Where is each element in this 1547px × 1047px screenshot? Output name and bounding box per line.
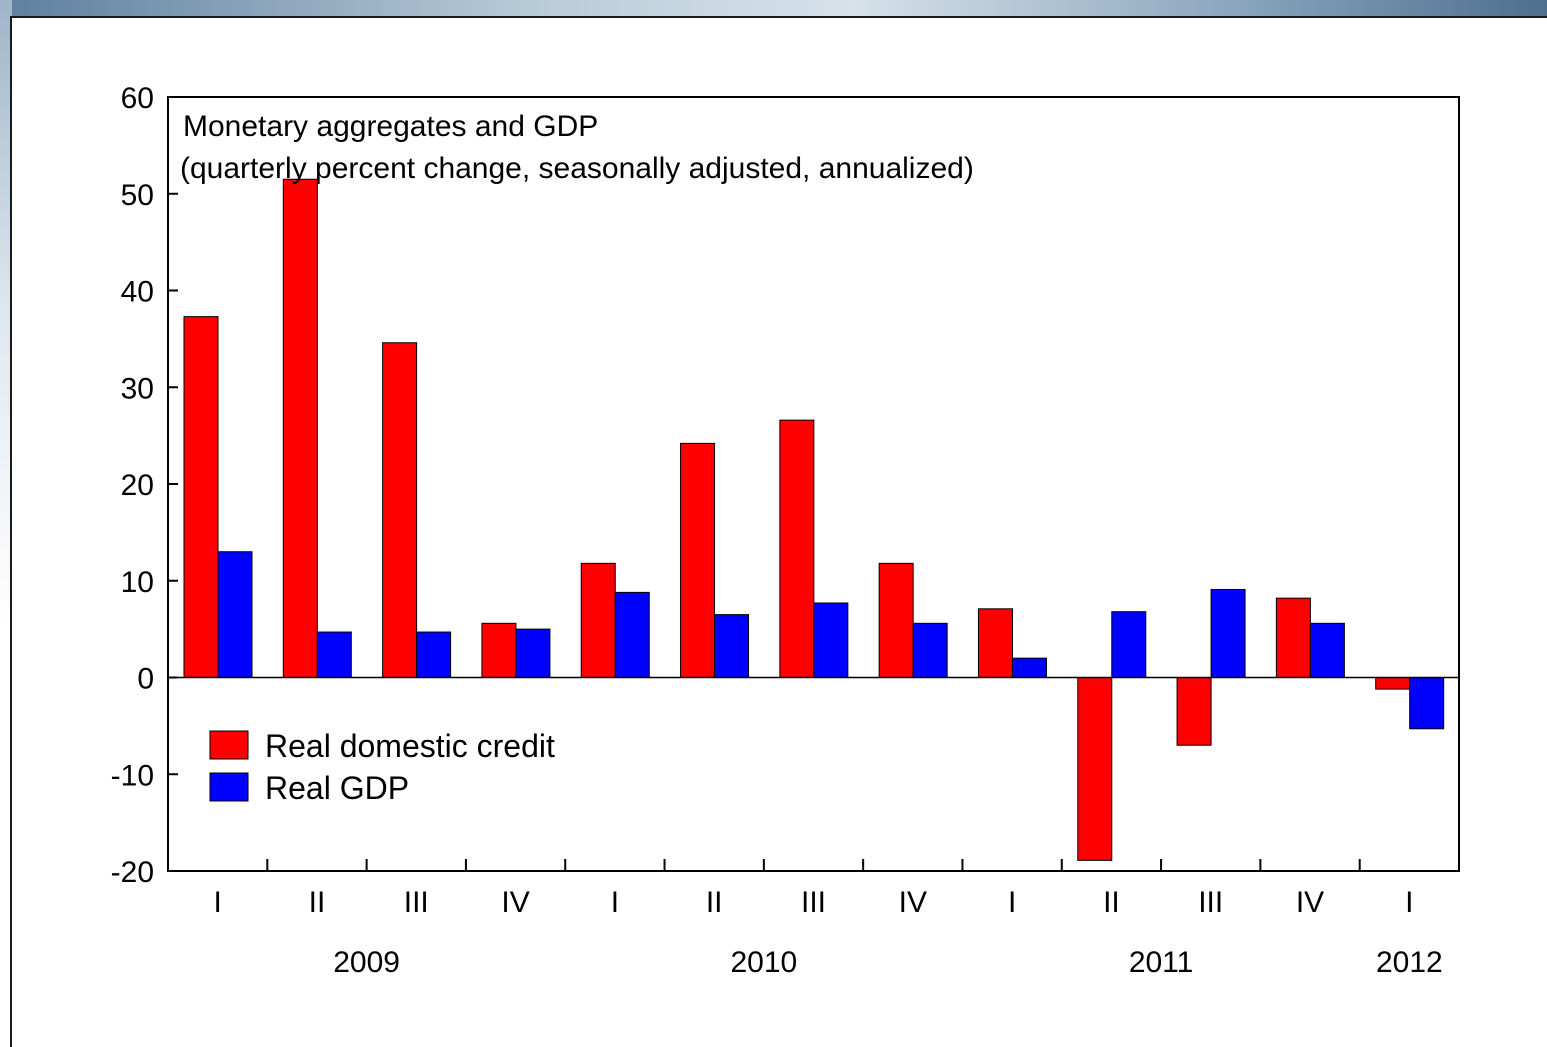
y-tick-label: 20 xyxy=(121,469,154,502)
bar-real-domestic-credit xyxy=(680,442,716,678)
y-tick-label: 30 xyxy=(121,372,154,405)
bar-real-gdp xyxy=(217,551,253,678)
x-tick-label: I xyxy=(213,886,221,919)
y-tick-label: 0 xyxy=(137,663,154,696)
x-tick-label: III xyxy=(801,886,826,919)
x-tick-label: I xyxy=(611,886,619,919)
bar-real-domestic-credit xyxy=(183,316,219,678)
bar-real-gdp xyxy=(1210,588,1246,679)
bar-real-domestic-credit xyxy=(481,622,517,679)
bar-real-gdp xyxy=(1111,611,1147,679)
window-frame-border xyxy=(10,16,1547,1047)
x-tick-label: II xyxy=(309,886,326,919)
x-tick-label: III xyxy=(404,886,429,919)
bar-real-domestic-credit xyxy=(580,562,616,679)
y-tick-label: 60 xyxy=(121,82,154,115)
bar-real-domestic-credit xyxy=(1077,677,1113,861)
bar-real-domestic-credit xyxy=(977,608,1013,678)
bar-real-gdp xyxy=(614,591,650,678)
legend-swatch xyxy=(209,730,249,760)
legend-label: Real GDP xyxy=(265,770,409,806)
x-tick-label: I xyxy=(1008,886,1016,919)
bar-real-gdp xyxy=(912,622,948,679)
legend-label: Real domestic credit xyxy=(265,728,555,764)
bar-real-gdp xyxy=(813,602,849,678)
y-tick-label: -20 xyxy=(111,856,154,889)
bar-real-domestic-credit xyxy=(1176,677,1212,746)
bar-real-gdp xyxy=(714,614,750,678)
bar-real-gdp xyxy=(1309,622,1345,679)
bar-real-gdp xyxy=(416,631,452,679)
year-label: 2011 xyxy=(1129,946,1194,979)
y-tick-label: 40 xyxy=(121,276,154,309)
legend: Real domestic credit Real GDP xyxy=(209,728,555,806)
bar-real-gdp xyxy=(316,631,352,679)
x-tick-label: II xyxy=(706,886,723,919)
bar-real-gdp xyxy=(1011,657,1047,679)
x-tick-label: IV xyxy=(1296,886,1324,919)
chart-title: Monetary aggregates and GDP xyxy=(183,110,598,143)
chart-subtitle: (quarterly percent change, seasonally ad… xyxy=(180,152,974,185)
x-tick-label: II xyxy=(1103,886,1120,919)
bar-real-domestic-credit xyxy=(382,342,418,678)
window-frame-top xyxy=(0,0,1547,18)
x-tick-label: I xyxy=(1405,886,1413,919)
y-tick-label: -10 xyxy=(111,759,154,792)
year-label: 2009 xyxy=(333,946,400,979)
bar-real-gdp xyxy=(1409,677,1445,730)
window-frame-left xyxy=(0,0,12,1047)
x-tick-label: III xyxy=(1198,886,1223,919)
legend-swatch xyxy=(209,772,249,802)
bar-real-domestic-credit xyxy=(878,562,914,679)
bar-real-domestic-credit xyxy=(1375,677,1411,690)
year-label: 2012 xyxy=(1376,946,1443,979)
y-tick-label: 50 xyxy=(121,179,154,212)
bar-real-domestic-credit xyxy=(282,178,318,679)
x-tick-label: IV xyxy=(899,886,927,919)
y-tick-label: 10 xyxy=(121,566,154,599)
bar-real-domestic-credit xyxy=(779,419,815,678)
bar-real-domestic-credit xyxy=(1275,597,1311,678)
bar-real-gdp xyxy=(515,628,551,678)
x-tick-label: IV xyxy=(501,886,529,919)
year-label: 2010 xyxy=(730,946,797,979)
